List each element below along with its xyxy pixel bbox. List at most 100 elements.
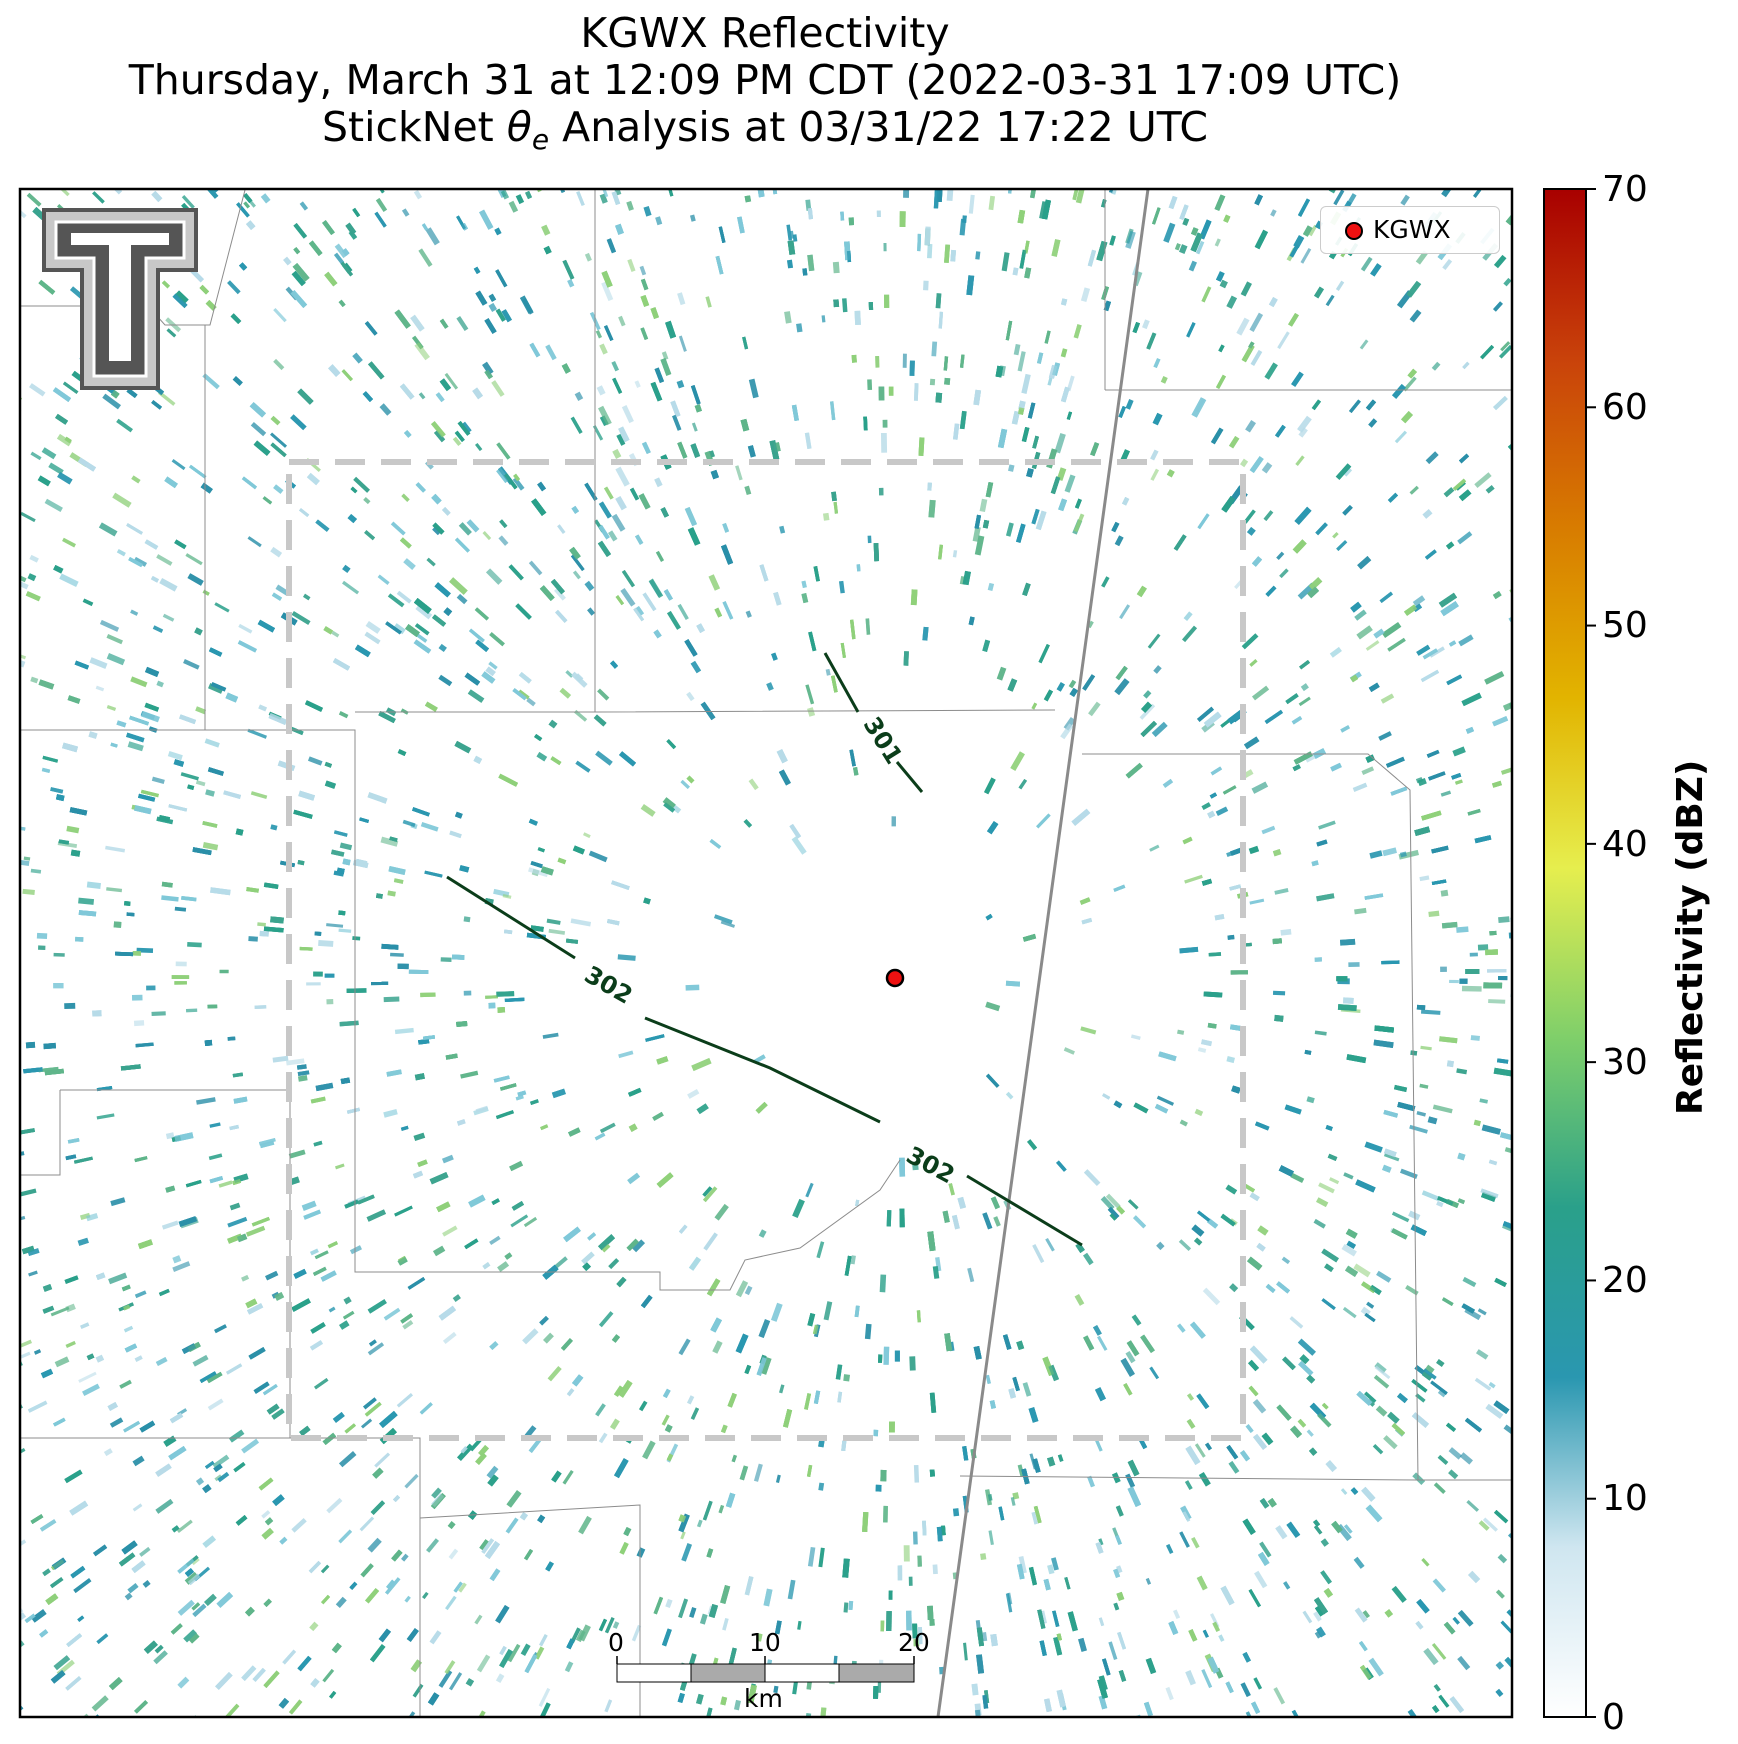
echo-speckle: [161, 1220, 179, 1230]
echo-speckle: [1249, 898, 1265, 905]
echo-speckle: [1311, 860, 1319, 867]
echo-speckle: [86, 1213, 99, 1222]
echo-speckle: [502, 893, 512, 899]
echo-speckle: [456, 316, 469, 332]
echo-speckle: [119, 1379, 132, 1389]
echo-speckle: [1240, 1682, 1251, 1697]
echo-speckle: [50, 1306, 70, 1317]
echo-speckle: [796, 323, 803, 333]
echo-speckle: [617, 954, 636, 961]
echo-speckle: [1339, 938, 1356, 946]
echo-speckle: [1018, 778, 1028, 790]
echo-speckle: [912, 1162, 919, 1171]
echo-speckle: [214, 602, 230, 613]
echo-speckle: [134, 1156, 148, 1163]
echo-speckle: [832, 261, 840, 274]
echo-speckle: [390, 952, 404, 957]
echo-speckle: [181, 896, 197, 902]
echo-speckle: [1028, 1566, 1037, 1586]
echo-speckle: [1083, 1335, 1095, 1351]
echo-speckle: [574, 709, 588, 722]
echo-speckle: [604, 1699, 613, 1713]
echo-speckle: [576, 191, 585, 206]
echo-speckle: [62, 537, 76, 548]
echo-speckle: [1383, 1435, 1398, 1450]
echo-speckle: [1335, 463, 1352, 480]
echo-speckle: [1433, 1482, 1446, 1495]
echo-speckle: [598, 1618, 608, 1632]
echo-speckle: [187, 573, 204, 586]
echo-speckle: [515, 194, 525, 205]
echo-speckle: [1284, 1104, 1302, 1115]
echo-speckle: [1254, 229, 1268, 250]
echo-speckle: [1054, 433, 1066, 454]
echo-speckle: [1276, 1281, 1291, 1294]
echo-speckle: [621, 405, 634, 424]
echo-speckle: [1470, 1035, 1480, 1041]
echo-speckle: [99, 619, 120, 632]
echo-speckle: [200, 482, 213, 494]
echo-speckle: [1412, 1472, 1426, 1486]
echo-speckle: [1105, 1193, 1121, 1209]
echo-speckle: [1436, 1359, 1445, 1367]
echo-speckle: [265, 1270, 279, 1281]
echo-speckle: [653, 1596, 664, 1615]
echo-speckle: [1354, 609, 1367, 621]
echo-speckle: [1360, 256, 1373, 272]
echo-speckle: [167, 751, 183, 761]
echo-speckle: [134, 1290, 147, 1299]
echo-speckle: [189, 1633, 200, 1644]
echo-speckle: [712, 1340, 723, 1354]
echo-speckle: [235, 1515, 248, 1526]
echo-speckle: [459, 865, 470, 873]
echo-speckle: [613, 1385, 624, 1397]
echo-speckle: [1403, 376, 1417, 392]
echo-speckle: [368, 1339, 377, 1347]
echo-speckle: [1139, 703, 1156, 720]
echo-speckle: [1268, 296, 1278, 308]
echo-speckle: [929, 1469, 935, 1477]
echo-speckle: [627, 1172, 641, 1185]
echo-speckle: [195, 706, 207, 715]
echo-speckle: [1060, 723, 1074, 740]
echo-speckle: [1160, 376, 1168, 384]
echo-speckle: [1087, 249, 1097, 267]
echo-speckle: [105, 845, 126, 853]
echo-speckle: [1060, 298, 1068, 306]
echo-speckle: [1074, 1293, 1085, 1306]
echo-speckle: [1354, 1607, 1368, 1623]
echo-speckle: [143, 1640, 158, 1654]
echo-speckle: [463, 990, 472, 996]
echo-speckle: [923, 280, 929, 291]
echo-speckle: [1254, 1570, 1268, 1589]
echo-speckle: [338, 928, 352, 933]
echo-speckle: [227, 280, 241, 295]
echo-speckle: [1130, 1034, 1141, 1041]
echo-speckle: [338, 1320, 350, 1330]
echo-speckle: [1050, 476, 1061, 495]
echo-speckle: [603, 325, 614, 341]
echo-speckle: [714, 607, 723, 618]
echo-speckle: [429, 1630, 442, 1645]
echo-speckle: [918, 437, 925, 456]
echo-speckle: [25, 1041, 36, 1049]
echo-speckle: [359, 1516, 375, 1532]
echo-speckle: [335, 1163, 345, 1170]
echo-speckle: [813, 566, 820, 582]
echo-speckle: [702, 1186, 718, 1203]
echo-speckle: [1368, 418, 1378, 428]
echo-speckle: [195, 780, 206, 787]
echo-speckle: [320, 1270, 337, 1282]
echo-speckle: [258, 1137, 276, 1146]
echo-speckle: [578, 1515, 592, 1535]
echo-speckle: [883, 243, 887, 252]
echo-speckle: [627, 258, 636, 272]
echo-speckle: [442, 1331, 457, 1345]
echo-speckle: [1399, 1168, 1418, 1179]
echo-speckle: [132, 1503, 143, 1512]
echo-speckle: [410, 1659, 422, 1673]
echo-speckle: [917, 233, 922, 252]
echo-speckle: [555, 609, 568, 623]
echo-speckle: [1465, 726, 1475, 734]
echo-speckle: [816, 1241, 825, 1259]
